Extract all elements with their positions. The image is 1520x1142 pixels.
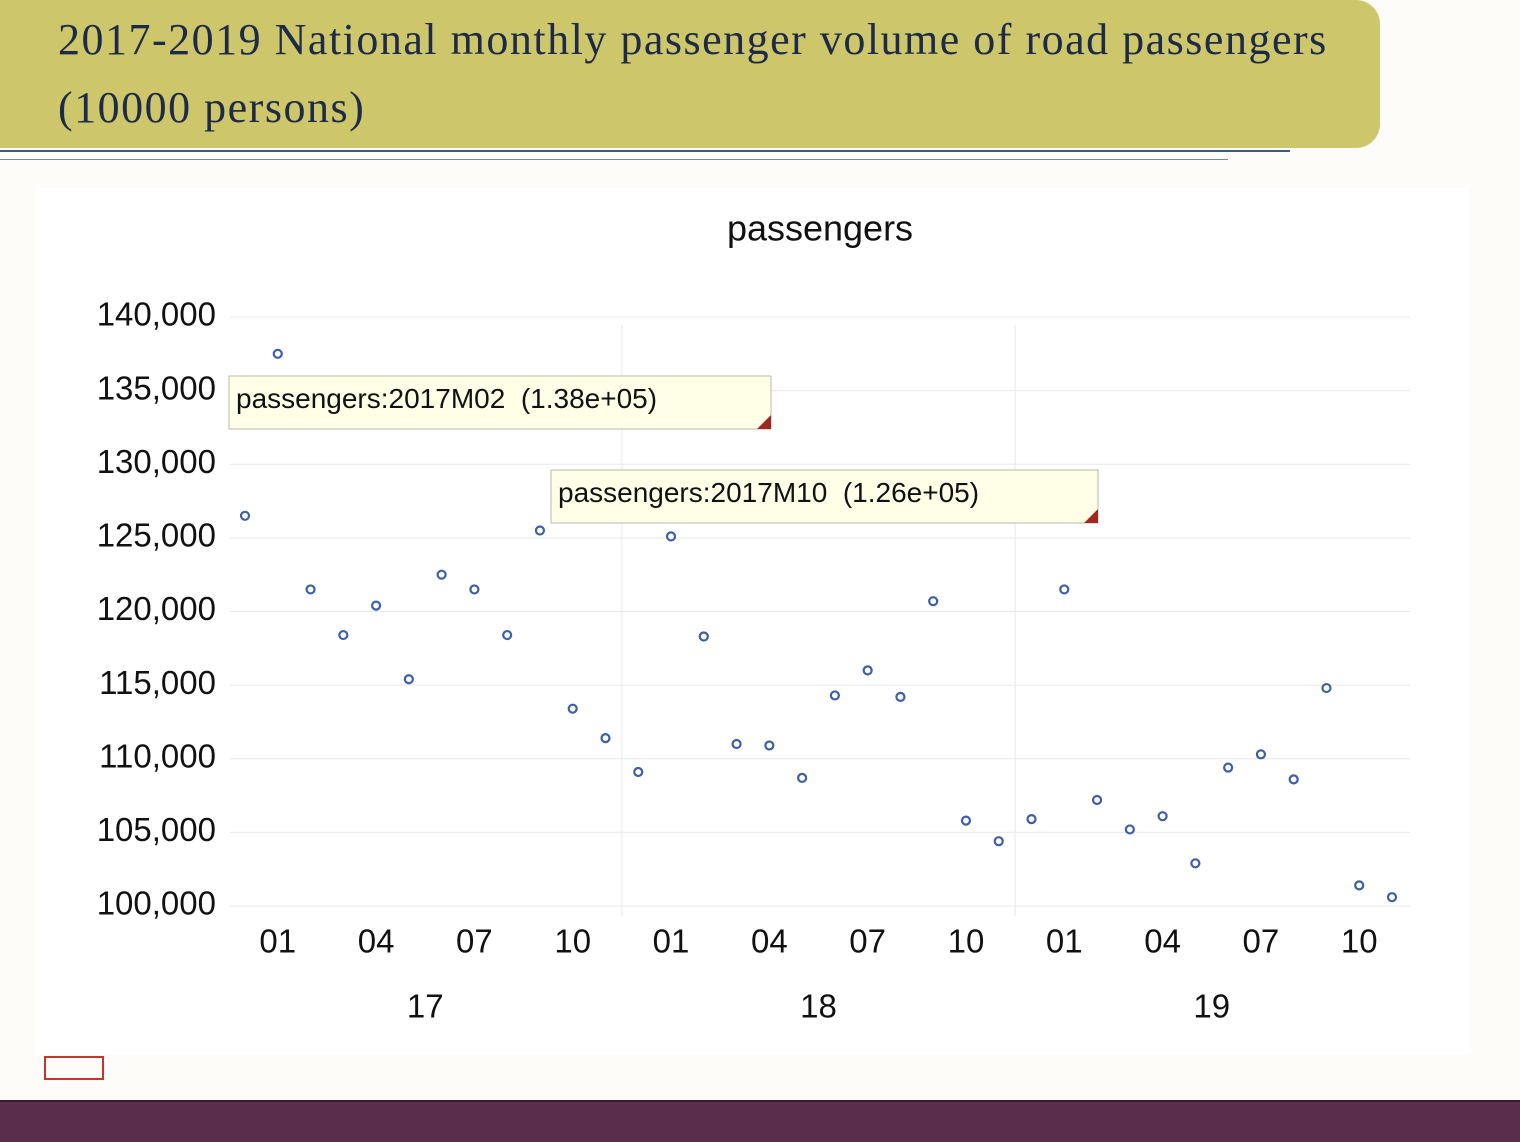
x-tick-label: 07 (849, 923, 886, 960)
y-tick-label: 110,000 (99, 737, 216, 774)
slide-title: 2017-2019 National monthly passenger vol… (58, 15, 1328, 64)
x-group-label: 19 (1193, 988, 1230, 1025)
x-tick-label: 07 (1243, 923, 1280, 960)
x-group-label: 18 (800, 988, 837, 1025)
point (534, 525, 546, 536)
x-tick-label: 04 (751, 923, 788, 960)
y-tick-label: 135,000 (97, 369, 216, 406)
tooltip-corner (1084, 509, 1098, 523)
tooltip (228, 375, 772, 430)
point (1059, 584, 1070, 595)
point (567, 703, 578, 714)
point (403, 674, 414, 685)
point (469, 584, 480, 595)
point (731, 738, 742, 750)
point (502, 629, 513, 641)
point (698, 631, 709, 642)
x-tick-label: 01 (1046, 923, 1083, 960)
point (993, 836, 1004, 847)
x-tick-label: 01 (653, 923, 690, 960)
x-group-label: 17 (407, 988, 444, 1025)
point (1091, 794, 1103, 806)
footer-bar (0, 1100, 1520, 1142)
point (633, 766, 644, 778)
point (797, 772, 808, 783)
tooltip-corner (757, 415, 771, 429)
divider (0, 150, 1290, 152)
point (305, 584, 316, 595)
tooltip (550, 469, 1099, 524)
x-tick-label: 10 (1341, 923, 1378, 960)
tooltip-text: passengers:2017M10 (1.26e+05) (558, 477, 979, 508)
divider (0, 159, 1228, 160)
y-tick-label: 105,000 (97, 811, 216, 848)
point (600, 733, 611, 744)
y-tick-label: 130,000 (97, 443, 216, 480)
x-tick-label: 07 (456, 923, 493, 960)
point (239, 510, 251, 521)
point (1223, 762, 1234, 773)
y-tick-label: 100,000 (97, 885, 216, 922)
point (1157, 811, 1168, 822)
point (1354, 880, 1365, 891)
x-tick-label: 10 (948, 923, 985, 960)
point (862, 665, 873, 676)
point (1255, 749, 1267, 760)
chart: passengers 100,000 105,000 110,000 115,000 1… (97, 208, 1410, 1025)
point (1190, 858, 1201, 869)
header: 2017-2019 National monthly passenger vol… (0, 0, 1380, 148)
slide-title: (10000 persons) (58, 83, 366, 132)
point (436, 569, 447, 580)
point (272, 348, 283, 359)
y-tick-label: 125,000 (97, 517, 216, 554)
x-tick-label: 04 (358, 923, 395, 960)
point (1124, 824, 1135, 835)
logo (44, 1056, 104, 1080)
point (1288, 774, 1299, 785)
point (1386, 892, 1398, 903)
point (895, 691, 906, 703)
point (960, 815, 972, 826)
x-tick-label: 10 (554, 923, 591, 960)
point (338, 629, 349, 641)
point (1321, 682, 1332, 694)
x-tick-label: 01 (259, 923, 296, 960)
chart-panel: passengers 100,000 105,000 110,000 115,000 1… (35, 188, 1470, 1055)
x-tick-label: 04 (1144, 923, 1181, 960)
y-tick-label: 140,000 (97, 296, 216, 333)
y-tick-label: 115,000 (99, 664, 216, 701)
point (928, 596, 939, 607)
point (764, 740, 775, 751)
point (370, 600, 382, 611)
tooltip-text: passengers:2017M02 (1.38e+05) (236, 383, 657, 414)
y-tick-label: 120,000 (97, 590, 216, 627)
point (1026, 814, 1037, 825)
point (665, 531, 677, 542)
chart-title: passengers (727, 208, 913, 249)
point (829, 690, 840, 701)
